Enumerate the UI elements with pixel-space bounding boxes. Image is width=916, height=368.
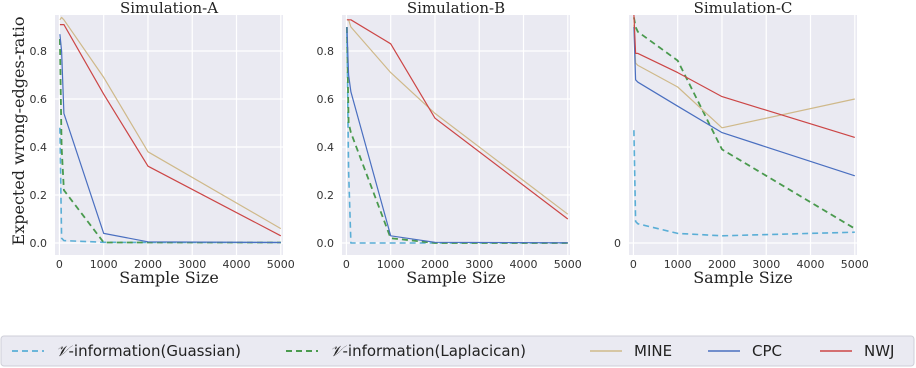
series-line-5 [59,24,282,237]
x-tick-label: 3000 [752,258,780,271]
legend-item-3: MINE [590,342,672,360]
x-axis-label: Sample Size [693,268,793,287]
x-tick-label: 4000 [510,258,538,271]
legend-label: MINE [634,342,672,360]
x-tick-label: 4000 [223,258,251,271]
x-tick-label: 3000 [465,258,493,271]
legend-label: 𝒱-information(Guassian) [56,342,241,360]
x-tick-label: 2000 [421,258,449,271]
plot-background [342,15,570,255]
series-line-3 [59,16,282,230]
x-axis-label: Sample Size [406,268,506,287]
subplot-title: Simulation-A [120,0,218,17]
y-tick-label: 0.8 [30,45,48,58]
series-line-5 [633,15,855,138]
subplot-1: Simulation-A 0 1000 2000 3000 4000 5000 0.0 0.2 0… [30,0,295,287]
x-tick-label: 3000 [178,258,206,271]
x-tick-label: 5000 [267,258,295,271]
y-tick-label: 0.6 [317,93,335,106]
series-line-4 [633,26,855,177]
y-tick-label: 0.2 [30,189,48,202]
subplot-2: Simulation-B 0 1000 2000 3000 4000 5000 0.0 0.2 0… [317,0,582,287]
subplot-title: Simulation-B [407,0,505,17]
x-tick-label: 0 [630,258,637,271]
legend-item-2: 𝒱-information(Laplacican) [286,342,526,360]
x-tick-label: 5000 [554,258,582,271]
x-tick-label: 0 [343,258,350,271]
legend-label: NWJ [864,342,894,360]
y-tick-label: 0.4 [317,141,335,154]
x-tick-label: 1000 [90,258,118,271]
plot-background [629,15,857,255]
x-tick-label: 2000 [708,258,736,271]
series-line-4 [59,34,281,244]
legend: 𝒱-information(Guassian) 𝒱-information(Lap… [0,335,915,367]
series-line-4 [346,26,568,244]
x-tick-label: 4000 [797,258,825,271]
y-tick-label: 0.2 [317,189,335,202]
subplot-title: Simulation-C [694,0,793,17]
series-line-5 [346,19,569,220]
y-tick-label: 0.8 [317,45,335,58]
y-tick-label: 0 [614,237,621,250]
y-tick-label: 0.6 [30,93,48,106]
x-tick-label: 5000 [841,258,869,271]
series-line-2 [346,26,568,244]
series-line-1 [633,130,855,237]
x-tick-label: 1000 [664,258,692,271]
subplot-3: Simulation-C 0 1000 2000 3000 4000 5000 0 Sample… [614,0,869,287]
x-axis-label: Sample Size [119,268,219,287]
plot-background [55,15,283,255]
series-line-1 [346,31,568,244]
legend-label: 𝒱-information(Laplacican) [330,342,526,360]
y-tick-label: 0.0 [30,237,48,250]
legend-item-1: 𝒱-information(Guassian) [12,342,241,360]
y-tick-label: 0.0 [317,237,335,250]
x-tick-label: 1000 [377,258,405,271]
y-axis-label: Expected wrong-edges-ratio [9,17,28,246]
legend-item-5: NWJ [820,342,894,360]
x-tick-label: 2000 [134,258,162,271]
legend-frame [0,335,915,367]
legend-label: CPC [752,342,782,360]
x-tick-label: 0 [56,258,63,271]
y-tick-label: 0.4 [30,141,48,154]
legend-item-4: CPC [708,342,782,360]
